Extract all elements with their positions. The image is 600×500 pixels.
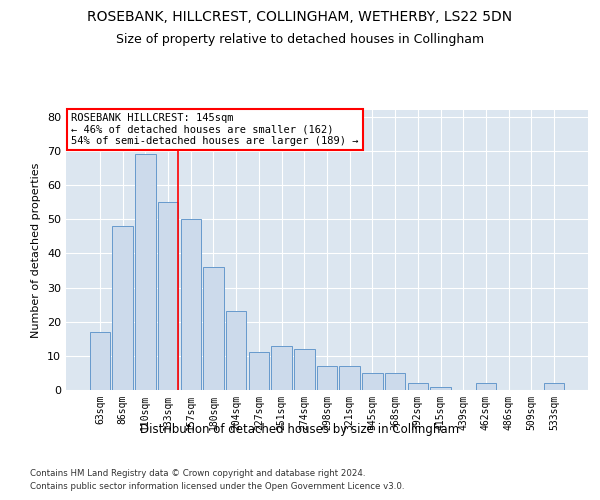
Text: Contains public sector information licensed under the Open Government Licence v3: Contains public sector information licen…	[30, 482, 404, 491]
Bar	[407, 383, 428, 390]
Bar	[158, 202, 178, 390]
Bar	[385, 373, 406, 390]
Bar	[248, 352, 269, 390]
Bar	[362, 373, 383, 390]
Bar	[294, 349, 314, 390]
Bar	[90, 332, 110, 390]
Bar	[476, 383, 496, 390]
Bar	[340, 366, 360, 390]
Bar	[112, 226, 133, 390]
Text: ROSEBANK HILLCREST: 145sqm
← 46% of detached houses are smaller (162)
54% of sem: ROSEBANK HILLCREST: 145sqm ← 46% of deta…	[71, 113, 359, 146]
Text: Contains HM Land Registry data © Crown copyright and database right 2024.: Contains HM Land Registry data © Crown c…	[30, 468, 365, 477]
Bar	[226, 312, 247, 390]
Text: ROSEBANK, HILLCREST, COLLINGHAM, WETHERBY, LS22 5DN: ROSEBANK, HILLCREST, COLLINGHAM, WETHERB…	[88, 10, 512, 24]
Text: Size of property relative to detached houses in Collingham: Size of property relative to detached ho…	[116, 32, 484, 46]
Bar	[544, 383, 564, 390]
Text: Distribution of detached houses by size in Collingham: Distribution of detached houses by size …	[140, 422, 460, 436]
Bar	[271, 346, 292, 390]
Y-axis label: Number of detached properties: Number of detached properties	[31, 162, 41, 338]
Bar	[181, 220, 201, 390]
Bar	[135, 154, 155, 390]
Bar	[203, 267, 224, 390]
Bar	[430, 386, 451, 390]
Bar	[317, 366, 337, 390]
